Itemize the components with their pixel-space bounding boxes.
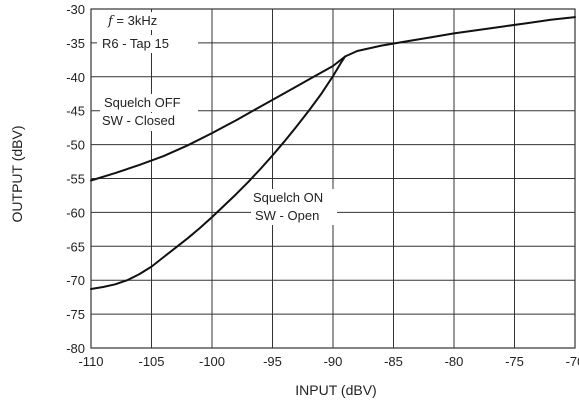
annotation-bg <box>251 207 337 225</box>
annotation-text: SW - Open <box>255 208 319 223</box>
squelch-off-line <box>90 16 576 182</box>
annotation-symbol: f <box>107 14 115 29</box>
x-tick-label: -85 <box>384 354 403 369</box>
x-tick-label: -90 <box>324 354 343 369</box>
y-tick-label: -55 <box>66 172 85 187</box>
y-tick-label: -70 <box>66 273 85 288</box>
annotation-text: R6 - Tap 15 <box>102 36 169 51</box>
annotation-on2: SW - Open <box>255 208 319 223</box>
squelch-on-line <box>90 55 347 290</box>
y-tick-label: -30 <box>66 2 85 17</box>
annotation-bg <box>98 113 198 131</box>
y-tick-label: -40 <box>66 70 85 85</box>
annotation-on1: Squelch ON <box>253 190 323 205</box>
annotation-bg <box>100 94 198 112</box>
annotation-bg <box>98 12 190 30</box>
annotation-freq: f = 3kHz <box>107 13 157 29</box>
y-tick-label: -35 <box>66 36 85 51</box>
x-axis-title: INPUT (dBV) <box>295 382 376 398</box>
x-tick-label: -95 <box>263 354 282 369</box>
x-tick-label: -105 <box>138 354 164 369</box>
grid <box>90 8 576 349</box>
x-tick-label: -100 <box>199 354 225 369</box>
annotation-text: = 3kHz <box>113 13 157 28</box>
x-tick-label: -75 <box>505 354 524 369</box>
y-tick-label: -65 <box>66 239 85 254</box>
y-tick-label: -50 <box>66 138 85 153</box>
x-tick-label: -70 <box>566 354 579 369</box>
y-tick-label: -60 <box>66 205 85 220</box>
annotation-off2: SW - Closed <box>102 113 175 128</box>
annotation-off1: Squelch OFF <box>104 95 181 110</box>
y-tick-label: -80 <box>66 341 85 356</box>
x-tick-label: -80 <box>445 354 464 369</box>
x-tick-labels: -110 -105 -100 -95 -90 -85 -80 -75 -70 <box>78 354 579 369</box>
annotation-bg <box>249 189 341 207</box>
y-tick-label: -45 <box>66 104 85 119</box>
y-axis-title: OUTPUT (dBV) <box>9 126 25 223</box>
annotations: f = 3kHz R6 - Tap 15 Squelch OFF SW - Close… <box>97 12 341 225</box>
x-tick-label: -110 <box>78 354 103 369</box>
annotation-text: Squelch OFF <box>104 95 181 110</box>
annotation-tap: R6 - Tap 15 <box>102 36 169 51</box>
annotation-text: SW - Closed <box>102 113 175 128</box>
annotation-text: Squelch ON <box>253 190 323 205</box>
y-tick-labels: -30 -35 -40 -45 -50 -55 -60 -65 -70 -75 -80 <box>66 2 85 356</box>
plot-frame <box>90 8 576 349</box>
series-lines <box>90 16 576 290</box>
y-tick-label: -75 <box>66 307 85 322</box>
annotation-bg <box>97 35 198 53</box>
